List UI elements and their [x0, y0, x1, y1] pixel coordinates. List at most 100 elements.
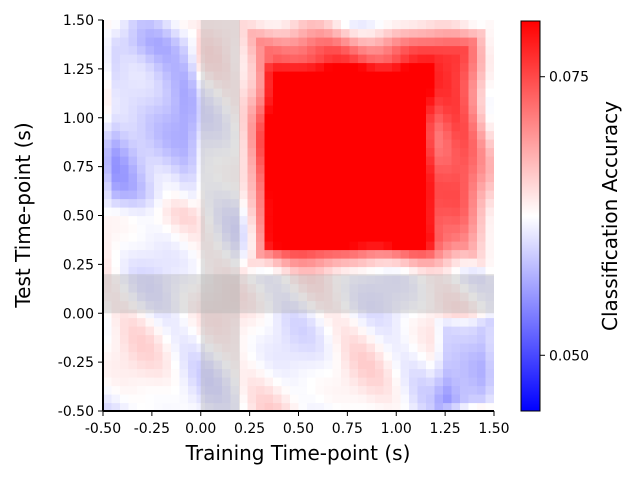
heatmap-cell [128, 249, 138, 259]
heatmap-cell [366, 292, 376, 302]
heatmap-cell [256, 190, 266, 200]
heatmap-cell [273, 300, 283, 310]
heatmap-cell [468, 394, 478, 404]
heatmap-cell [222, 122, 232, 132]
heatmap-cell [358, 402, 368, 411]
heatmap-cell [145, 113, 155, 123]
heatmap-cell [298, 232, 308, 242]
heatmap-cell [290, 309, 300, 319]
heatmap-cell [103, 20, 113, 30]
heatmap-cell [103, 300, 113, 310]
heatmap-cell [103, 258, 113, 268]
heatmap-cell [392, 394, 402, 404]
heatmap-cell [426, 181, 436, 191]
heatmap-cell [273, 334, 283, 344]
heatmap-cell [196, 96, 206, 106]
heatmap-cell [188, 113, 198, 123]
heatmap-cell [366, 385, 376, 395]
heatmap-cell [213, 224, 223, 234]
heatmap-cell [103, 88, 113, 98]
heatmap-cell [137, 309, 147, 319]
heatmap-cell [332, 20, 342, 30]
heatmap-cell [103, 215, 113, 225]
heatmap-cell [188, 71, 198, 81]
heatmap-cell [375, 258, 385, 268]
heatmap-cell [128, 122, 138, 132]
heatmap-cell [290, 292, 300, 302]
heatmap-cell [205, 62, 215, 72]
heatmap-cell [409, 232, 419, 242]
heatmap-cell [103, 164, 113, 174]
heatmap-cell [188, 385, 198, 395]
heatmap-cell [137, 105, 147, 115]
heatmap-cell [137, 292, 147, 302]
heatmap-cell [111, 164, 121, 174]
heatmap-cell [400, 249, 410, 259]
heatmap-cell [188, 122, 198, 132]
heatmap-cell [434, 300, 444, 310]
heatmap-cell [434, 377, 444, 387]
heatmap-cell [205, 394, 215, 404]
heatmap-cell [358, 190, 368, 200]
heatmap-cell [477, 377, 487, 387]
heatmap-cell [290, 343, 300, 353]
heatmap-cell [349, 105, 359, 115]
heatmap-cell [162, 130, 172, 140]
heatmap-cell [409, 54, 419, 64]
heatmap-cell [400, 88, 410, 98]
heatmap-cell [213, 351, 223, 361]
heatmap-cell [256, 394, 266, 404]
heatmap-cell [230, 343, 240, 353]
heatmap-cell [239, 402, 249, 411]
heatmap-cell [281, 394, 291, 404]
heatmap-cell [128, 266, 138, 276]
heatmap-cell [434, 156, 444, 166]
heatmap-cell [281, 164, 291, 174]
heatmap-cell [375, 198, 385, 208]
heatmap-cell [205, 300, 215, 310]
heatmap-cell [383, 62, 393, 72]
heatmap-cell [383, 249, 393, 259]
heatmap-cell [128, 28, 138, 38]
heatmap-cell [460, 351, 470, 361]
heatmap-cell [460, 190, 470, 200]
heatmap-cell [145, 156, 155, 166]
heatmap-cell [298, 147, 308, 157]
heatmap-cell [409, 190, 419, 200]
heatmap-cell [222, 283, 232, 293]
heatmap-cell [349, 309, 359, 319]
heatmap-cell [230, 139, 240, 149]
heatmap-cell [239, 79, 249, 89]
heatmap-cell [383, 28, 393, 38]
heatmap-cell [273, 232, 283, 242]
heatmap-cell [332, 113, 342, 123]
heatmap-cell [315, 54, 325, 64]
heatmap-cell [281, 232, 291, 242]
heatmap-cell [179, 156, 189, 166]
heatmap-cell [409, 385, 419, 395]
heatmap-cell [145, 377, 155, 387]
heatmap-cell [171, 79, 181, 89]
heatmap-cell [154, 224, 164, 234]
heatmap-cell [290, 79, 300, 89]
heatmap-cell [213, 139, 223, 149]
heatmap-cell [162, 368, 172, 378]
heatmap-cell [468, 368, 478, 378]
heatmap-cell [171, 309, 181, 319]
heatmap-cell [111, 351, 121, 361]
heatmap-cell [273, 360, 283, 370]
heatmap-cell [230, 156, 240, 166]
heatmap-cell [171, 258, 181, 268]
heatmap-cell [400, 139, 410, 149]
heatmap-cell [485, 96, 494, 106]
heatmap-cell [137, 232, 147, 242]
heatmap-cell [315, 317, 325, 327]
heatmap-cell [264, 368, 274, 378]
heatmap-cell [205, 215, 215, 225]
heatmap-cell [137, 207, 147, 217]
heatmap-cell [281, 326, 291, 336]
heatmap-cell [171, 249, 181, 259]
heatmap-cell [196, 62, 206, 72]
heatmap-cell [256, 88, 266, 98]
heatmap-cell [103, 181, 113, 191]
